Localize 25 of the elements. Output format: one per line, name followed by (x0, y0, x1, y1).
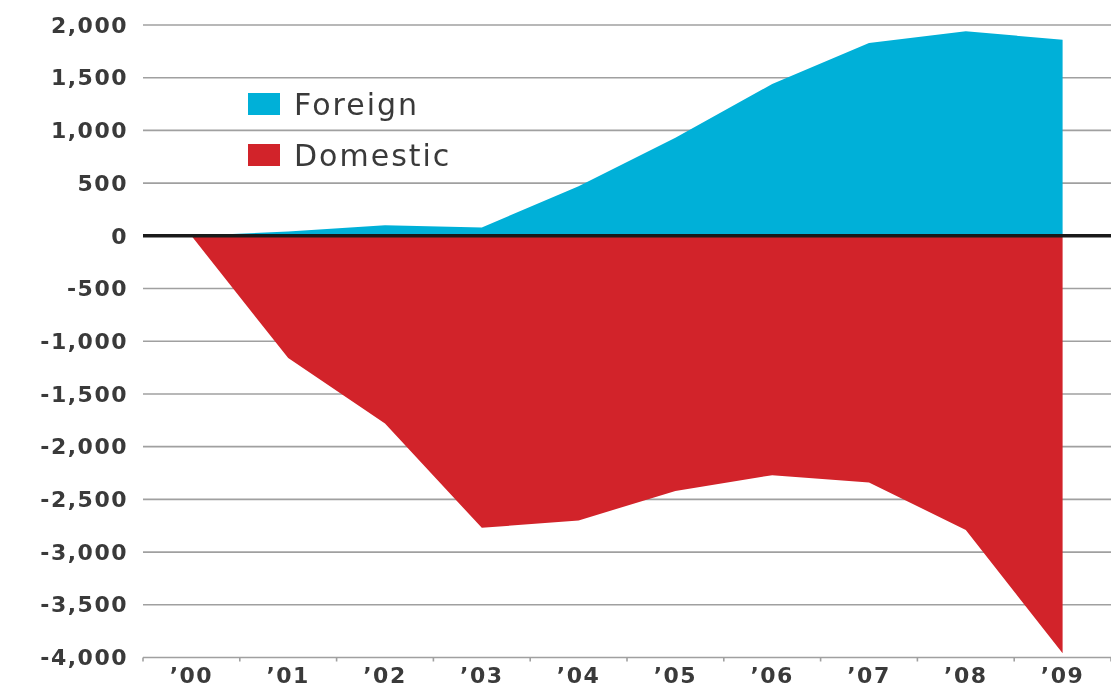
legend-label: Foreign (294, 87, 420, 122)
x-tick-label: ’06 (750, 663, 794, 688)
y-tick-label: -3,000 (40, 539, 128, 565)
x-tick-label: ’02 (363, 663, 407, 688)
y-tick-label: -1,500 (40, 381, 128, 407)
y-tick-label: -500 (66, 276, 128, 302)
y-tick-label: -2,000 (40, 434, 128, 460)
y-tick-label: -2,500 (40, 487, 128, 513)
y-tick-label: 2,000 (50, 12, 128, 38)
x-tick-label: ’05 (653, 663, 698, 688)
y-tick-label: 1,500 (50, 65, 128, 91)
y-tick-label: -1,000 (40, 328, 128, 354)
x-tick-label: ’08 (944, 663, 988, 688)
x-tick-label: ’01 (266, 663, 310, 688)
x-tick-label: ’07 (847, 663, 891, 688)
y-tick-label: 500 (77, 170, 128, 196)
y-tick-label: -3,500 (40, 592, 128, 618)
y-tick-label: 1,000 (50, 118, 128, 144)
x-tick-label: ’03 (460, 663, 504, 688)
legend-label: Domestic (294, 138, 452, 173)
x-tick-label: ’04 (556, 663, 601, 688)
x-tick-label: ’00 (169, 663, 214, 688)
x-tick-label: ’09 (1040, 663, 1085, 688)
y-tick-label: 0 (111, 223, 128, 249)
y-tick-label: -4,000 (40, 645, 128, 671)
